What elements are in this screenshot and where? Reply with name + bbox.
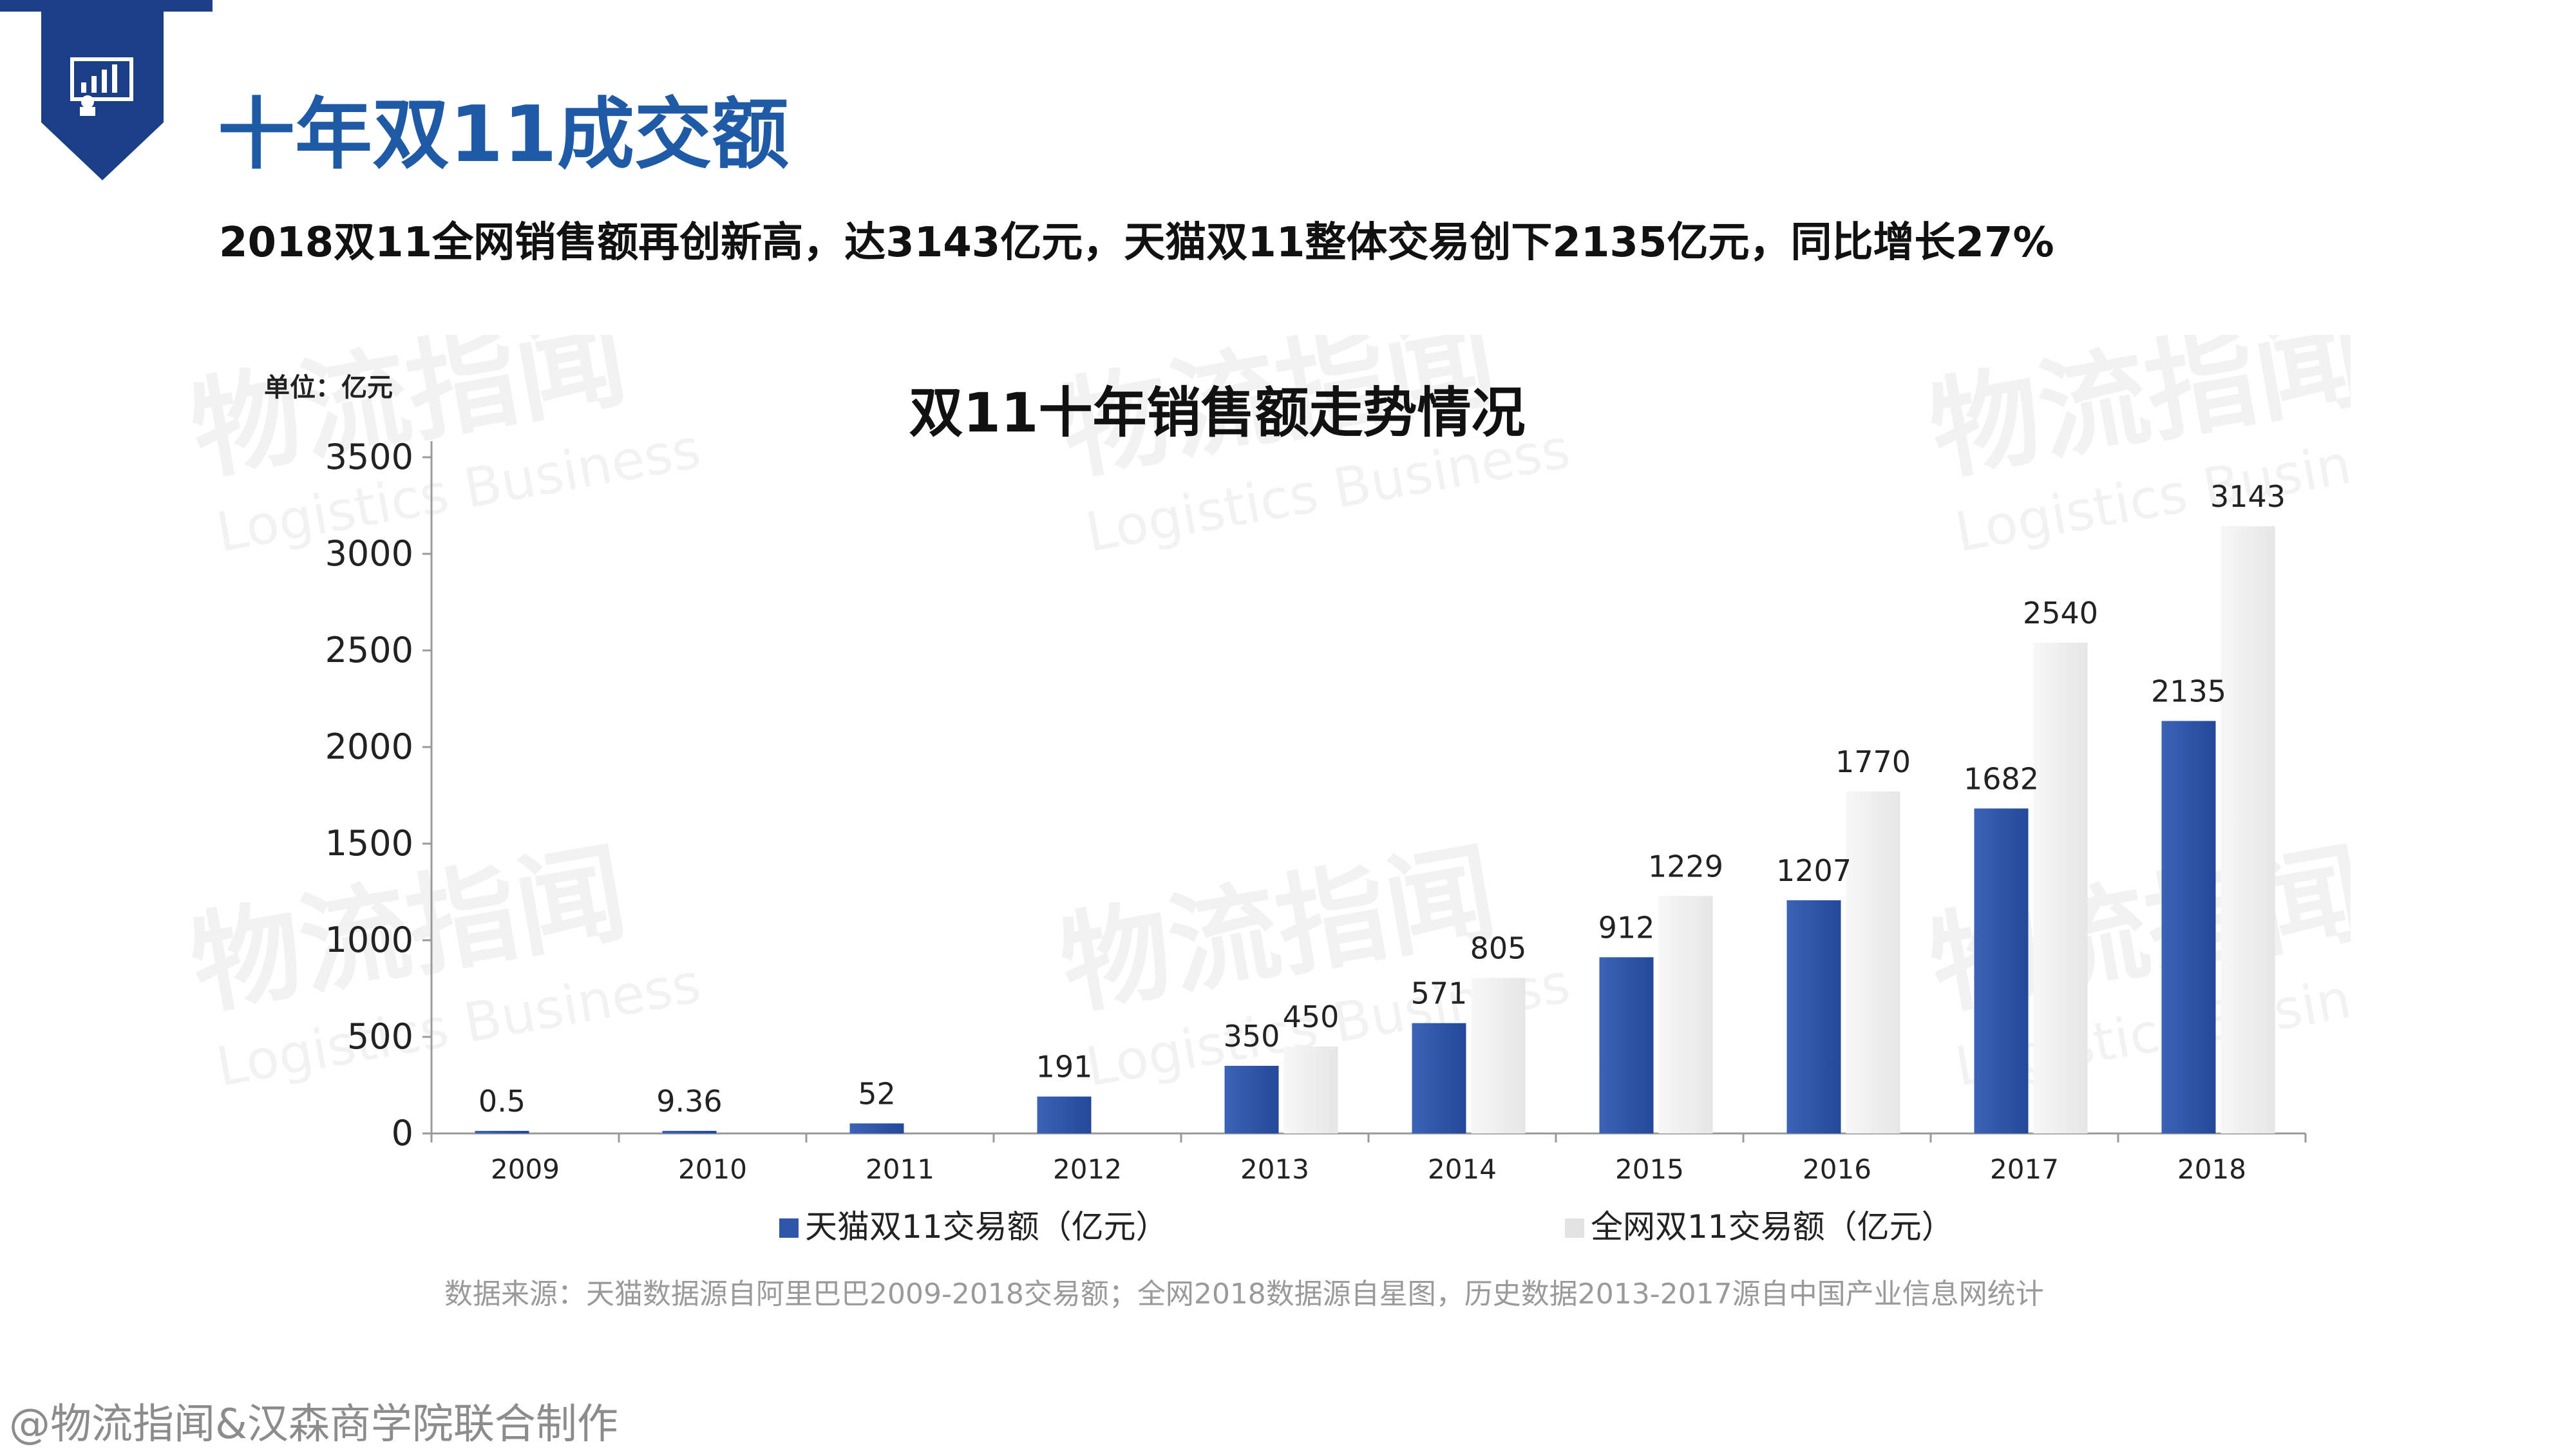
data-label-tmall-2016: 1207: [1776, 853, 1852, 888]
page-title: 十年双11成交额: [218, 90, 789, 180]
data-label-tmall-2017: 1682: [1964, 761, 2039, 796]
data-label-tmall-2009: 0.5: [478, 1084, 526, 1119]
bar-total-2015: [1658, 896, 1713, 1133]
data-label-total-2013: 450: [1283, 999, 1340, 1034]
x-tick-label: 2012: [1053, 1153, 1122, 1185]
bar-total-2018: [2221, 526, 2275, 1133]
x-tick-label: 2013: [1240, 1153, 1309, 1185]
legend-label-total: 全网双11交易额（亿元）: [1591, 1208, 1954, 1245]
x-tick-label: 2011: [866, 1153, 934, 1185]
bar-total-2013: [1283, 1046, 1338, 1133]
y-tick-label: 1500: [325, 823, 413, 864]
y-tick-label: 0: [392, 1113, 413, 1153]
bar-total-2014: [1471, 978, 1526, 1133]
data-label-total-2018: 3143: [2210, 479, 2286, 514]
bar-tmall-2011: [849, 1123, 904, 1133]
chart-axes: 0 500 1000 1500 2000 2500 3000 3500 2009 2010 2011…: [325, 437, 2307, 1185]
bar-tmall-2015: [1599, 957, 1654, 1133]
y-tick-label: 3000: [325, 533, 413, 574]
bar-tmall-2013: [1224, 1066, 1279, 1133]
x-tick-label: 2009: [491, 1153, 560, 1185]
y-tick-label: 3500: [325, 437, 413, 477]
x-tick-label: 2015: [1615, 1153, 1684, 1185]
data-label-total-2015: 1229: [1648, 849, 1723, 884]
bar-tmall-2014: [1412, 1023, 1466, 1133]
x-tick-label: 2010: [678, 1153, 747, 1185]
legend-swatch-total: [1565, 1218, 1584, 1238]
data-label-tmall-2014: 571: [1411, 976, 1468, 1011]
y-tick-label: 1000: [325, 920, 413, 960]
y-tick-label: 2500: [325, 630, 413, 670]
page-subtitle: 2018双11全网销售额再创新高，达3143亿元，天猫双11整体交易创下2135…: [219, 219, 2054, 267]
data-label-tmall-2011: 52: [858, 1076, 896, 1111]
y-tick-label: 2000: [325, 726, 413, 767]
x-tick-label: 2014: [1428, 1153, 1497, 1185]
y-tick-label: 500: [347, 1016, 413, 1057]
chart-title: 双11十年销售额走势情况: [909, 381, 1526, 444]
footer-credit: @物流指闻&汉森商学院联合制作: [9, 1401, 618, 1448]
bar-total-2016: [1846, 791, 1900, 1133]
data-label-tmall-2018: 2135: [2151, 674, 2226, 709]
bar-tmall-2009: [475, 1131, 529, 1133]
x-tick-label: 2016: [1803, 1153, 1871, 1185]
slide-badge: [41, 0, 164, 180]
data-label-tmall-2015: 912: [1598, 910, 1655, 945]
legend-label-tmall: 天猫双11交易额（亿元）: [805, 1208, 1168, 1245]
unit-label: 单位：亿元: [264, 373, 393, 402]
data-label-tmall-2013: 350: [1224, 1019, 1280, 1054]
legend-swatch-tmall: [779, 1218, 799, 1238]
bar-tmall-2017: [1974, 808, 2029, 1133]
bar-tmall-2010: [662, 1131, 717, 1133]
bar-tmall-2018: [2161, 721, 2216, 1133]
data-label-tmall-2010: 9.36: [656, 1084, 722, 1119]
data-label-tmall-2012: 191: [1036, 1050, 1093, 1084]
x-tick-label: 2018: [2177, 1153, 2246, 1185]
chart-legend: 天猫双11交易额（亿元） 全网双11交易额（亿元）: [779, 1208, 1954, 1245]
data-label-total-2016: 1770: [1835, 744, 1911, 779]
data-source-note: 数据来源：天猫数据源自阿里巴巴2009-2018交易额；全网2018数据源自星图…: [444, 1278, 2044, 1311]
data-label-total-2017: 2540: [2023, 596, 2098, 630]
bar-total-2017: [2033, 643, 2088, 1133]
bar-tmall-2016: [1786, 900, 1841, 1133]
data-label-total-2014: 805: [1470, 931, 1527, 966]
x-tick-label: 2017: [1990, 1153, 2059, 1185]
bar-tmall-2012: [1037, 1096, 1092, 1133]
presentation-board-icon: [70, 57, 133, 116]
